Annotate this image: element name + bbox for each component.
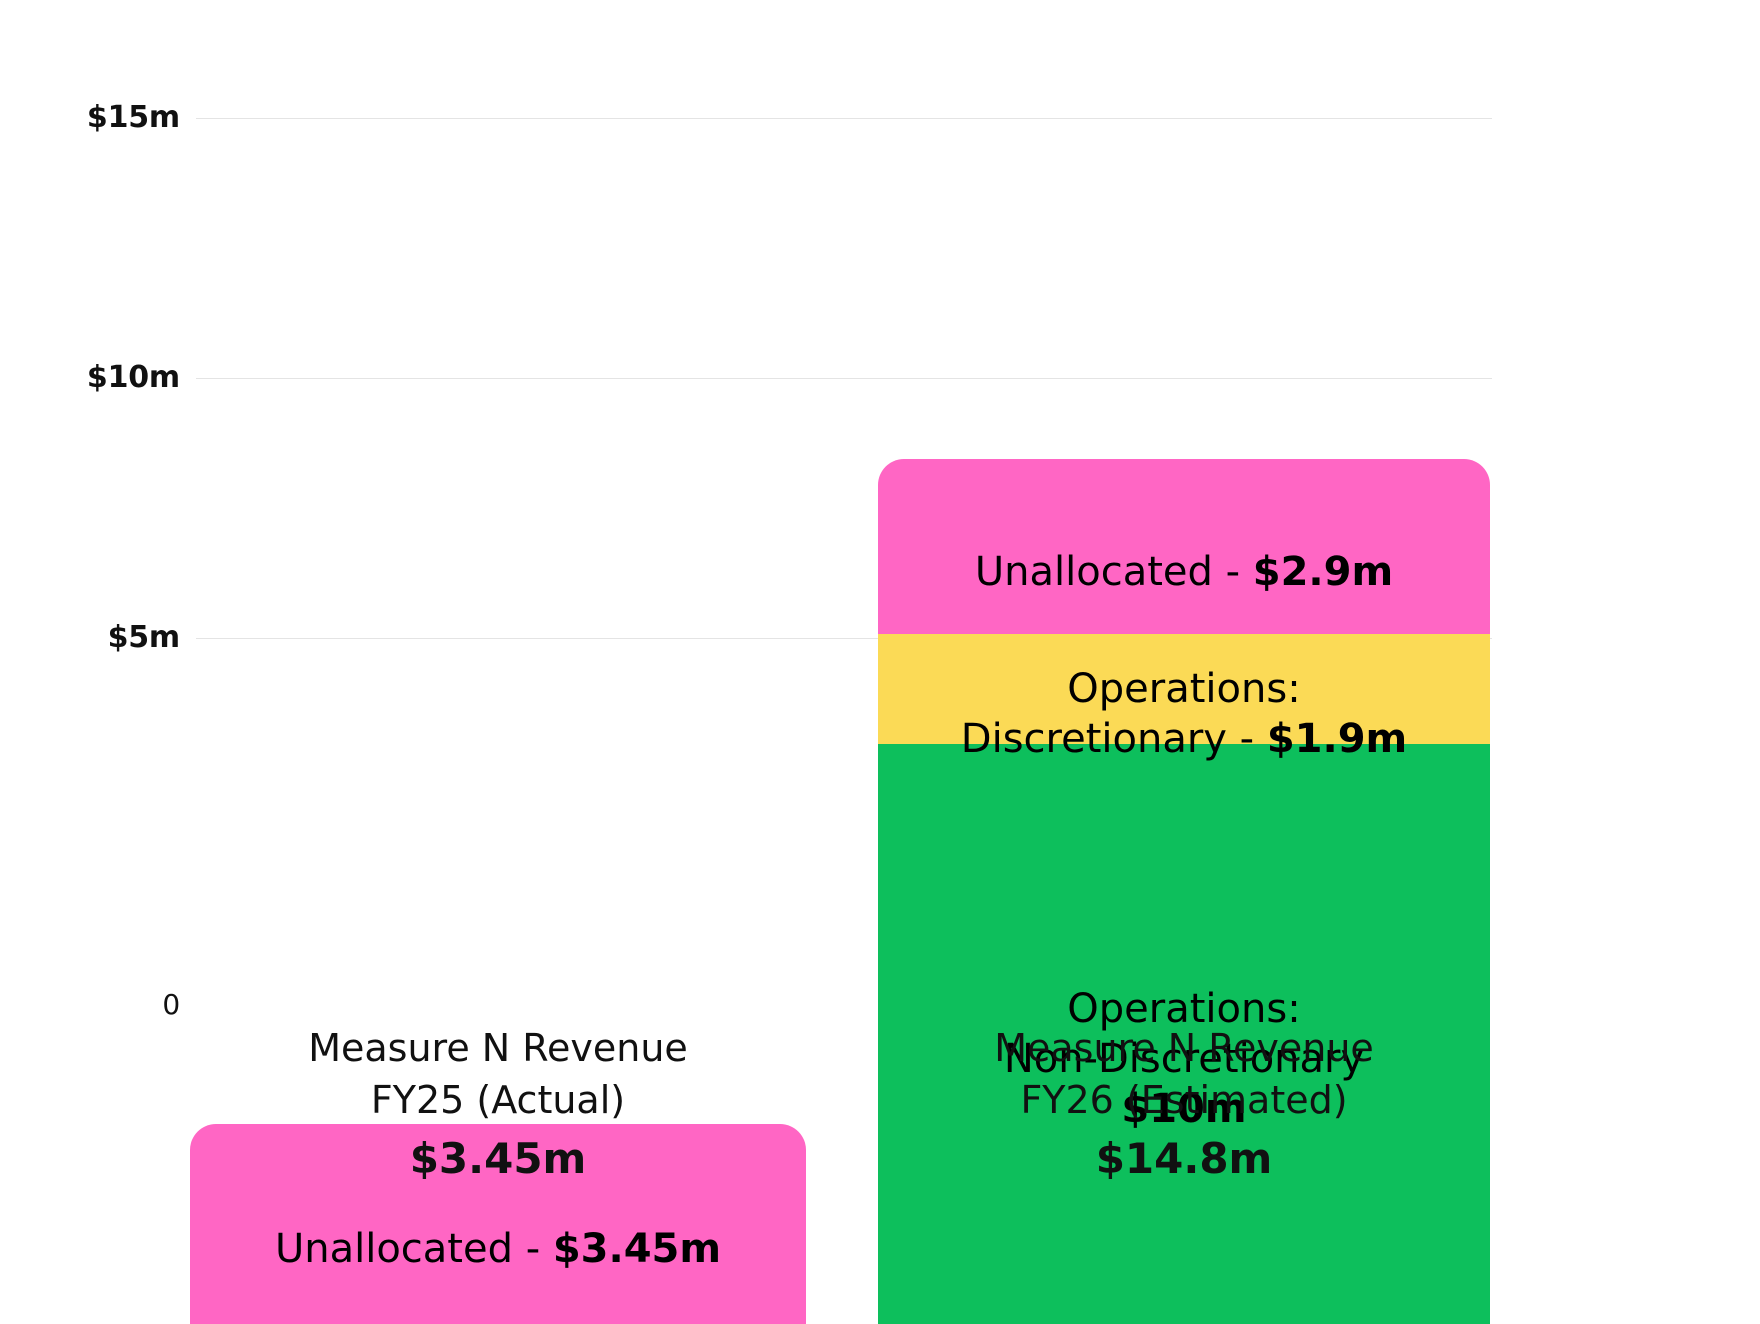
segment-text: Unallocated - — [274, 1226, 553, 1272]
bar-segment-operations-discretionary-fy26[interactable]: Operations: Discretionary - $1.9m — [878, 634, 1490, 762]
segment-text: Operations: Discretionary - — [960, 666, 1301, 762]
bar-segment-unallocated-fy26[interactable]: Unallocated - $2.9m — [878, 459, 1490, 634]
x-axis-category-fy26-total: $14.8m — [1095, 1134, 1273, 1183]
gridline-5m — [196, 638, 1492, 639]
segment-value: $1.9m — [1266, 716, 1408, 762]
bar-segment-operations-non-discretionary-fy26[interactable]: Operations: Non-Discretionary $10m — [878, 744, 1490, 1324]
x-axis-category-fy25-name: Measure N Revenue FY25 (Actual) — [308, 1026, 688, 1122]
y-axis-tick-10m-label: $10m — [86, 360, 180, 395]
x-axis-category-fy25: Measure N Revenue FY25 (Actual) $3.45m — [190, 1022, 806, 1188]
segment-text: Unallocated - — [974, 548, 1253, 595]
bar-segment-unallocated-fy25[interactable]: Unallocated - $3.45m — [190, 1124, 806, 1324]
segment-text: Operations: Non-Discretionary — [1003, 986, 1365, 1082]
y-axis-tick-0-label: 0 — [162, 988, 180, 1021]
bar-segment-label-operations-discretionary-fy26: Operations: Discretionary - $1.9m — [947, 614, 1421, 764]
bar-segment-label-unallocated-fy25: Unallocated - $3.45m — [261, 1174, 735, 1274]
x-axis-category-fy26: Measure N Revenue FY26 (Estimated) $14.8… — [878, 1022, 1490, 1188]
segment-value: $3.45m — [552, 1226, 722, 1272]
x-axis-category-fy26-name: Measure N Revenue FY26 (Estimated) — [994, 1026, 1374, 1122]
segment-value: $10m — [1121, 1086, 1247, 1132]
bar-segment-label-operations-non-discretionary-fy26: Operations: Non-Discretionary $10m — [990, 934, 1378, 1134]
bar-stack-fy26[interactable]: Operations: Non-Discretionary $10m Opera… — [878, 312, 1490, 1324]
segment-value: $2.9m — [1252, 548, 1394, 595]
bar-stack-fy25[interactable]: Unallocated - $3.45m — [190, 312, 806, 1324]
y-axis-tick-15m-label: $15m — [86, 100, 180, 135]
x-axis-category-fy25-total: $3.45m — [409, 1134, 587, 1183]
y-axis-tick-5m-label: $5m — [107, 620, 181, 655]
gridline-15m — [196, 118, 1492, 119]
bar-segment-label-unallocated-fy26: Unallocated - $2.9m — [961, 497, 1407, 597]
gridline-10m — [196, 378, 1492, 379]
